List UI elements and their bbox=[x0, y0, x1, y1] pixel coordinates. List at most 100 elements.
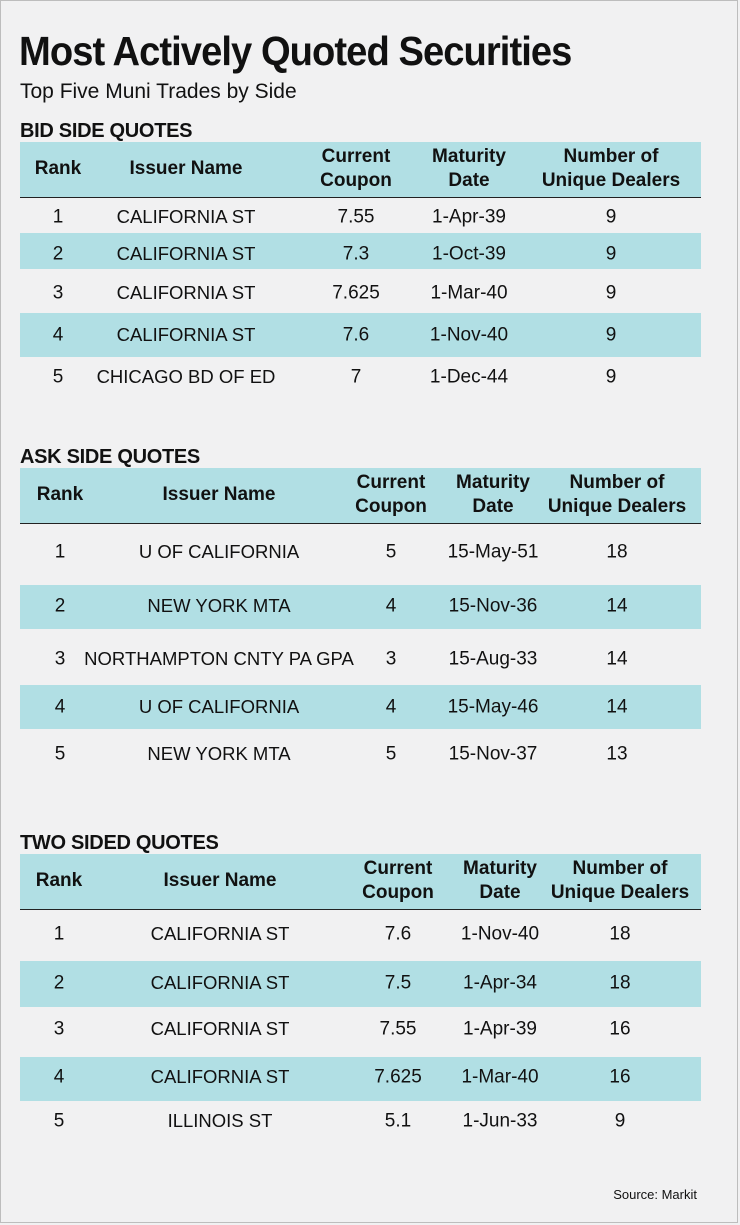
cell-dealers: 9 bbox=[605, 206, 617, 228]
cell-rank: 2 bbox=[52, 243, 64, 265]
header-maturity-date: Maturity Date bbox=[463, 857, 537, 905]
header-current-coupon: Current Coupon bbox=[320, 145, 392, 193]
cell-maturity: 15-Nov-37 bbox=[448, 743, 538, 765]
cell-rank: 5 bbox=[53, 1110, 65, 1132]
section-title: TWO SIDED QUOTES bbox=[20, 832, 219, 854]
header-maturity-date-line: Date bbox=[472, 496, 514, 517]
cell-coupon: 4 bbox=[385, 595, 397, 617]
header-current-coupon: Current Coupon bbox=[362, 857, 434, 905]
header-maturity-date: Maturity Date bbox=[456, 471, 530, 519]
header-unique-dealers: Number of Unique Dealers bbox=[551, 857, 689, 905]
header-issuer-name: Issuer Name bbox=[162, 483, 275, 507]
header-unique-dealers-line: Unique Dealers bbox=[547, 496, 687, 517]
cell-issuer: CALIFORNIA ST bbox=[116, 242, 256, 264]
table-header: Rank Issuer Name Current Coupon Maturity Date… bbox=[20, 468, 701, 524]
cell-dealers: 9 bbox=[605, 324, 617, 346]
row-band bbox=[20, 961, 701, 1007]
cell-dealers: 18 bbox=[609, 923, 631, 945]
cell-maturity: 1-Nov-40 bbox=[460, 923, 540, 945]
header-maturity-date-line: Maturity bbox=[463, 858, 537, 879]
cell-dealers: 14 bbox=[606, 648, 628, 670]
quotes-table: Rank Issuer Name Current Coupon Maturity Date… bbox=[20, 468, 701, 779]
header-current-coupon-line: Current bbox=[363, 858, 433, 879]
header-issuer-name-line: Issuer Name bbox=[129, 158, 243, 179]
cell-maturity: 1-Nov-40 bbox=[429, 324, 509, 346]
header-maturity-date-line: Date bbox=[448, 170, 490, 191]
cell-maturity: 1-Jun-33 bbox=[462, 1110, 538, 1132]
cell-issuer: U OF CALIFORNIA bbox=[138, 540, 300, 562]
cell-issuer: U OF CALIFORNIA bbox=[138, 695, 300, 717]
cell-maturity: 1-Apr-39 bbox=[432, 206, 506, 228]
header-maturity-date: Maturity Date bbox=[432, 145, 506, 193]
row-band bbox=[20, 585, 701, 629]
cell-issuer: CALIFORNIA ST bbox=[150, 1065, 290, 1087]
cell-coupon: 4 bbox=[385, 696, 397, 718]
section-title: BID SIDE QUOTES bbox=[20, 120, 193, 142]
cell-rank: 4 bbox=[54, 696, 66, 718]
cell-dealers: 16 bbox=[609, 1018, 631, 1040]
header-issuer-name: Issuer Name bbox=[129, 157, 242, 181]
cell-maturity: 15-May-46 bbox=[447, 696, 539, 718]
cell-rank: 3 bbox=[53, 1018, 65, 1040]
row-band bbox=[20, 233, 701, 269]
header-unique-dealers: Number of Unique Dealers bbox=[548, 471, 686, 519]
cell-rank: 4 bbox=[52, 324, 64, 346]
header-current-coupon-line: Coupon bbox=[355, 496, 427, 517]
cell-dealers: 9 bbox=[605, 282, 617, 304]
header-current-coupon-line: Coupon bbox=[320, 170, 392, 191]
header-issuer-name: Issuer Name bbox=[163, 869, 276, 893]
header-rank-line: Rank bbox=[36, 484, 84, 505]
cell-coupon: 7.55 bbox=[337, 206, 375, 228]
cell-dealers: 9 bbox=[605, 366, 617, 388]
header-rank-line: Rank bbox=[35, 870, 83, 891]
cell-rank: 4 bbox=[53, 1066, 65, 1088]
cell-dealers: 14 bbox=[606, 696, 628, 718]
table-header: Rank Issuer Name Current Coupon Maturity Date… bbox=[20, 142, 701, 198]
cell-issuer: CHICAGO BD OF ED bbox=[96, 365, 276, 387]
cell-rank: 3 bbox=[52, 282, 64, 304]
cell-dealers: 18 bbox=[606, 541, 628, 563]
source-note: Source: Markit bbox=[613, 1187, 697, 1202]
cell-maturity: 15-Aug-33 bbox=[448, 648, 538, 670]
quotes-table: Rank Issuer Name Current Coupon Maturity Date… bbox=[20, 142, 701, 402]
header-unique-dealers-line: Number of bbox=[572, 858, 668, 879]
cell-rank: 5 bbox=[54, 743, 66, 765]
cell-coupon: 7.625 bbox=[374, 1066, 422, 1088]
cell-dealers: 9 bbox=[605, 243, 617, 265]
header-rank-line: Rank bbox=[34, 158, 82, 179]
cell-maturity: 15-May-51 bbox=[447, 541, 539, 563]
cell-issuer: NEW YORK MTA bbox=[147, 594, 291, 616]
row-band bbox=[20, 1057, 701, 1101]
header-rank: Rank bbox=[35, 157, 81, 181]
header-issuer-name-line: Issuer Name bbox=[162, 484, 276, 505]
cell-coupon: 7.55 bbox=[379, 1018, 417, 1040]
cell-coupon: 5 bbox=[385, 541, 397, 563]
cell-issuer: CALIFORNIA ST bbox=[150, 922, 290, 944]
cell-rank: 3 bbox=[54, 648, 66, 670]
quotes-table: Rank Issuer Name Current Coupon Maturity Date… bbox=[20, 854, 701, 1146]
cell-rank: 5 bbox=[52, 366, 64, 388]
header-rank: Rank bbox=[37, 483, 83, 507]
cell-maturity: 15-Nov-36 bbox=[448, 595, 538, 617]
table-header: Rank Issuer Name Current Coupon Maturity Date… bbox=[20, 854, 701, 910]
cell-coupon: 7 bbox=[350, 366, 362, 388]
cell-issuer: CALIFORNIA ST bbox=[116, 205, 256, 227]
header-unique-dealers: Number of Unique Dealers bbox=[542, 145, 680, 193]
section-title: ASK SIDE QUOTES bbox=[20, 446, 200, 468]
cell-coupon: 7.3 bbox=[342, 243, 370, 265]
header-maturity-date-line: Maturity bbox=[456, 472, 530, 493]
cell-maturity: 1-Mar-40 bbox=[430, 282, 508, 304]
header-unique-dealers-line: Number of bbox=[569, 472, 665, 493]
cell-coupon: 5 bbox=[385, 743, 397, 765]
cell-coupon: 7.5 bbox=[384, 972, 412, 994]
cell-rank: 1 bbox=[53, 923, 65, 945]
cell-issuer: CALIFORNIA ST bbox=[116, 323, 256, 345]
header-unique-dealers-line: Number of bbox=[563, 146, 659, 167]
cell-issuer: CALIFORNIA ST bbox=[150, 971, 290, 993]
cell-dealers: 14 bbox=[606, 595, 628, 617]
cell-maturity: 1-Mar-40 bbox=[461, 1066, 539, 1088]
cell-coupon: 7.625 bbox=[332, 282, 380, 304]
cell-issuer: CALIFORNIA ST bbox=[150, 1017, 290, 1039]
header-unique-dealers-line: Unique Dealers bbox=[541, 170, 681, 191]
